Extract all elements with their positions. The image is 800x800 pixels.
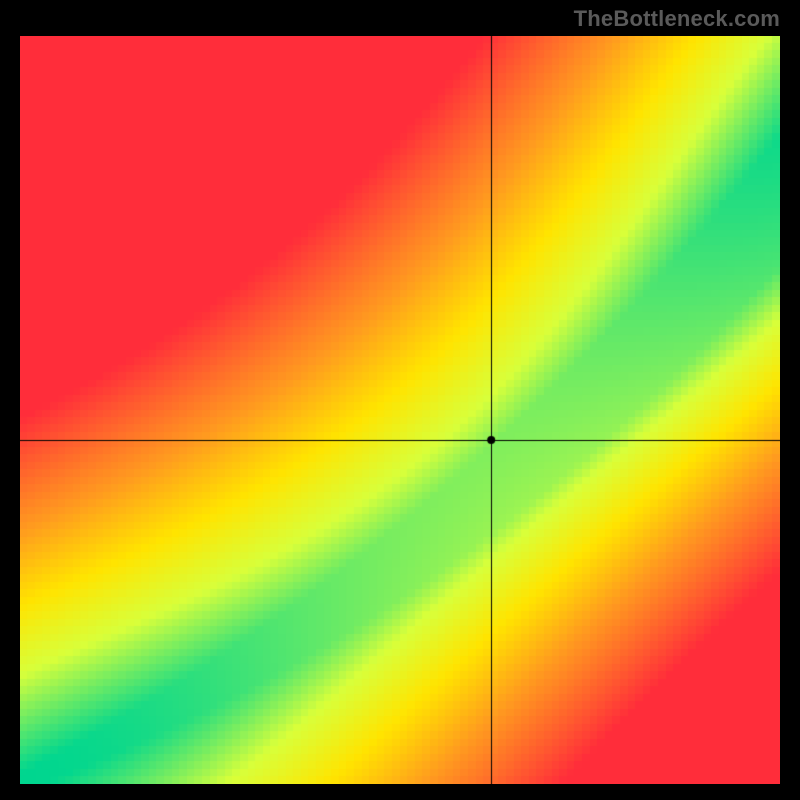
bottleneck-heatmap xyxy=(20,36,780,784)
attribution-text: TheBottleneck.com xyxy=(574,6,780,32)
